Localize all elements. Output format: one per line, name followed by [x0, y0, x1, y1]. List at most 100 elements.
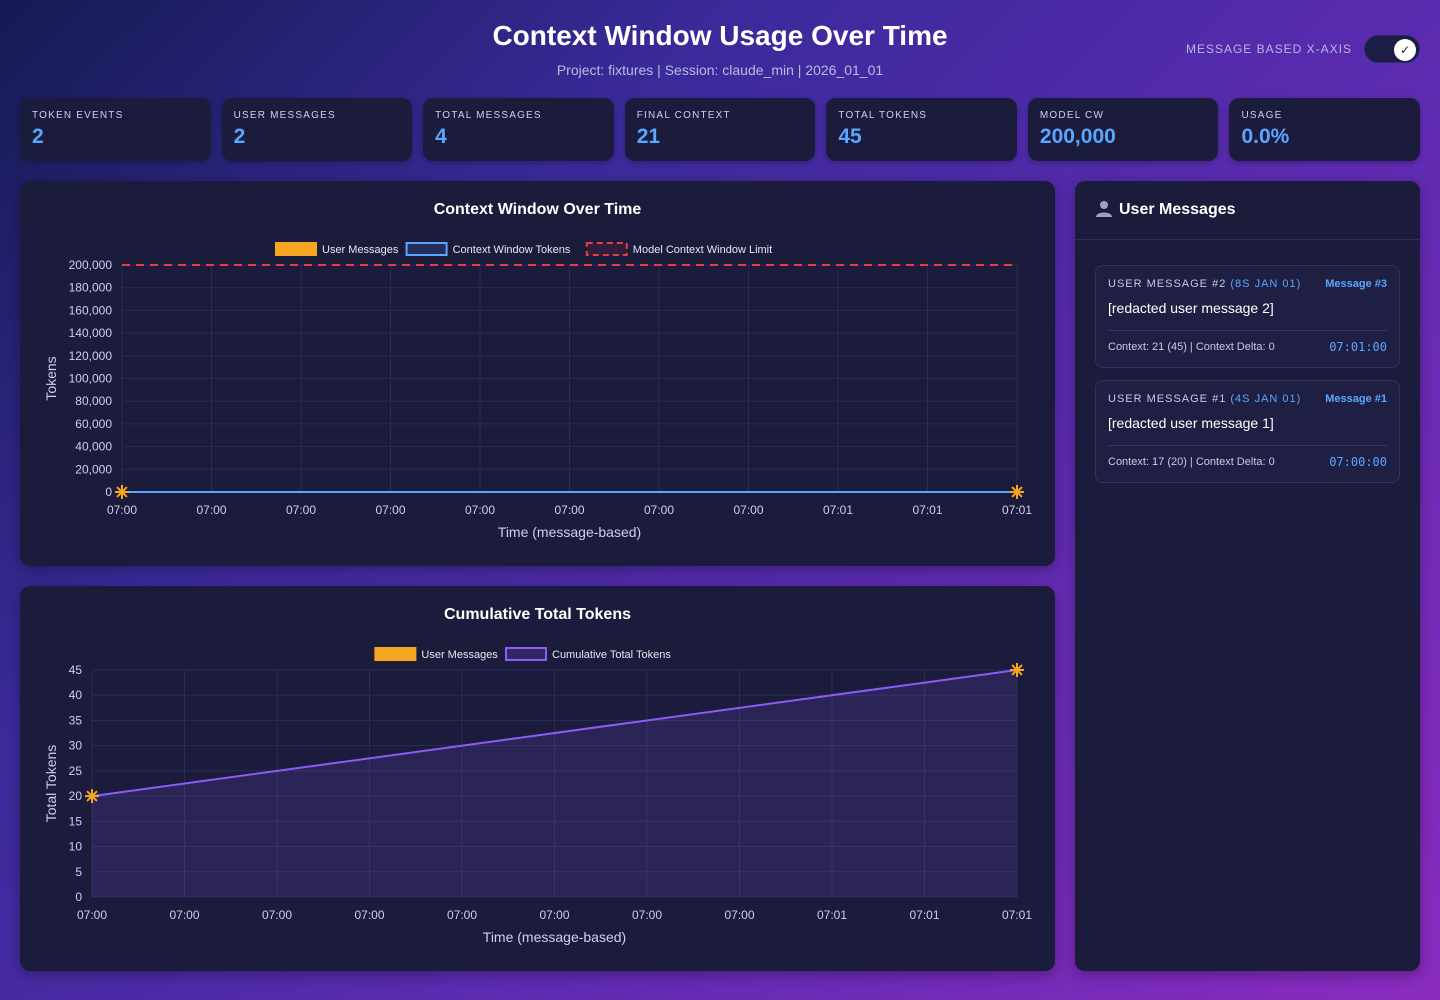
stat-label: MODEL CW: [1039, 110, 1105, 121]
cumulative-tokens-line: [91, 669, 1018, 798]
user-icon: [1095, 199, 1113, 222]
chart-title: Context Window Over Time: [433, 201, 642, 218]
x-tick-label: 07:00: [196, 503, 226, 517]
legend-swatch: [405, 242, 448, 256]
legend-label: Model Context Window Limit: [633, 244, 772, 256]
user-message-point: [1010, 663, 1024, 677]
message-date: (4S JAN 01): [1230, 393, 1302, 405]
message-head-label: USER MESSAGE #1: [1108, 393, 1227, 405]
cumulative-tokens-chart[interactable]: 07:00 07:00 07:00 07:00 07:00 07:00 07:00 07:00…: [20, 586, 1055, 971]
legend-label: Context Window Tokens: [453, 244, 571, 256]
legend-swatch: [374, 647, 417, 661]
stat-value: 2: [32, 125, 44, 148]
stat-value: 21: [636, 125, 661, 148]
y-tick-label: 140,000: [69, 326, 113, 340]
divider: [1108, 445, 1387, 446]
x-tick-label: 07:00: [733, 503, 763, 517]
x-tick-label: 07:00: [77, 908, 107, 922]
message-text: [redacted user message 1]: [1108, 415, 1274, 431]
message-meta: Context: 17 (20) | Context Delta: 0: [1108, 456, 1275, 468]
x-tick-label: 07:00: [554, 503, 584, 517]
legend-label: Cumulative Total Tokens: [552, 649, 671, 661]
message-text: [redacted user message 2]: [1108, 300, 1274, 316]
x-tick-label: 07:01: [1002, 908, 1032, 922]
stat-final-context: FINAL CONTEXT 21: [624, 98, 816, 161]
stat-label: FINAL CONTEXT: [636, 110, 731, 121]
user-message-point: [1010, 484, 1024, 499]
y-tick-label: 100,000: [69, 372, 113, 386]
stat-value: 45: [838, 125, 862, 148]
message-head-label: USER MESSAGE #2: [1108, 278, 1227, 290]
check-icon: ✓: [1394, 39, 1416, 61]
stat-value: 200,000: [1039, 125, 1116, 148]
xaxis-toggle[interactable]: ✓: [1364, 35, 1420, 63]
stat-user-messages: USER MESSAGES 2: [221, 98, 413, 161]
x-axis-label: Time (message-based): [483, 929, 626, 945]
y-tick-label: 120,000: [69, 349, 113, 363]
message-date: (8S JAN 01): [1230, 278, 1302, 290]
message-heading: USER MESSAGE #1 (4S JAN 01): [1108, 393, 1301, 405]
context-window-chart[interactable]: 07:00 07:00 07:00 07:00 07:00 07:00 07:00 07:00…: [20, 181, 1055, 566]
stat-label: USER MESSAGES: [233, 110, 336, 121]
user-message-point: [85, 789, 99, 804]
x-tick-label: 07:01: [909, 908, 939, 922]
x-tick-label: 07:01: [1002, 503, 1032, 517]
page-subtitle: Project: fixtures | Session: claude_min …: [556, 62, 884, 78]
y-tick-label: 160,000: [69, 303, 113, 317]
user-message-point: [115, 484, 129, 499]
x-tick-label: 07:01: [817, 908, 847, 922]
y-axis-label: Total Tokens: [43, 745, 59, 823]
x-tick-label: 07:00: [286, 503, 316, 517]
legend-label: User Messages: [421, 649, 498, 661]
x-tick-label: 07:00: [724, 908, 754, 922]
x-tick-label: 07:00: [262, 908, 292, 922]
y-tick-label: 180,000: [69, 281, 113, 295]
stat-label: TOTAL TOKENS: [838, 110, 928, 121]
stat-label: USAGE: [1241, 110, 1283, 121]
stat-label: TOKEN EVENTS: [32, 110, 124, 121]
sidebar-header: User Messages: [1075, 181, 1420, 240]
message-card[interactable]: USER MESSAGE #2 (8S JAN 01) Message #3 […: [1095, 265, 1400, 368]
stat-total-messages: TOTAL MESSAGES 4: [423, 98, 614, 161]
x-tick-label: 07:00: [447, 908, 477, 922]
cumulative-tokens-chart-panel: Cumulative Total Tokens 07:00 07:00 07:00 0…: [20, 586, 1055, 971]
x-tick-label: 07:00: [644, 503, 674, 517]
x-tick-label: 07:00: [169, 908, 199, 922]
stat-value: 4: [435, 125, 447, 148]
stat-value: 0.0%: [1241, 125, 1290, 148]
divider: [1108, 330, 1387, 331]
legend-swatch: [585, 242, 628, 256]
message-heading: USER MESSAGE #2 (8S JAN 01): [1108, 278, 1301, 290]
stat-label: TOTAL MESSAGES: [435, 110, 542, 121]
message-card[interactable]: USER MESSAGE #1 (4S JAN 01) Message #1 […: [1095, 380, 1400, 483]
context-window-chart-panel: Context Window Over Time 07:00 07:00 07:00…: [20, 181, 1055, 566]
y-tick-label: 25: [69, 764, 83, 778]
stat-model-cw: MODEL CW 200,000: [1027, 98, 1219, 161]
xaxis-toggle-label: MESSAGE BASED X-AXIS: [1185, 42, 1352, 56]
y-tick-label: 10: [69, 840, 83, 854]
y-axis-label: Tokens: [43, 356, 59, 400]
y-tick-label: 0: [105, 485, 112, 499]
sidebar-title: User Messages: [1119, 201, 1236, 218]
xaxis-toggle-group: MESSAGE BASED X-AXIS ✓: [1186, 35, 1420, 63]
legend-label: User Messages: [322, 244, 399, 256]
x-axis-label: Time (message-based): [498, 524, 641, 540]
y-tick-label: 35: [69, 713, 83, 727]
x-tick-label: 07:00: [107, 503, 137, 517]
stat-total-tokens: TOTAL TOKENS 45: [826, 98, 1017, 161]
message-number-link[interactable]: Message #3: [1325, 278, 1387, 290]
y-tick-label: 30: [69, 739, 83, 753]
message-time: 07:00:00: [1329, 455, 1387, 469]
y-tick-label: 5: [75, 865, 82, 879]
x-tick-label: 07:01: [823, 503, 853, 517]
cumulative-area-fill: [92, 670, 1017, 897]
stat-value: 2: [233, 125, 246, 148]
page-title: Context Window Usage Over Time: [492, 20, 948, 51]
user-messages-sidebar: User Messages USER MESSAGE #2 (8S JAN 01…: [1075, 181, 1420, 971]
message-number-link[interactable]: Message #1: [1325, 393, 1387, 405]
stat-usage: USAGE 0.0%: [1229, 98, 1421, 161]
y-tick-label: 60,000: [75, 417, 112, 431]
y-tick-label: 0: [75, 890, 82, 904]
header: Context Window Usage Over Time Project: …: [0, 0, 1440, 90]
y-tick-label: 45: [69, 663, 83, 677]
